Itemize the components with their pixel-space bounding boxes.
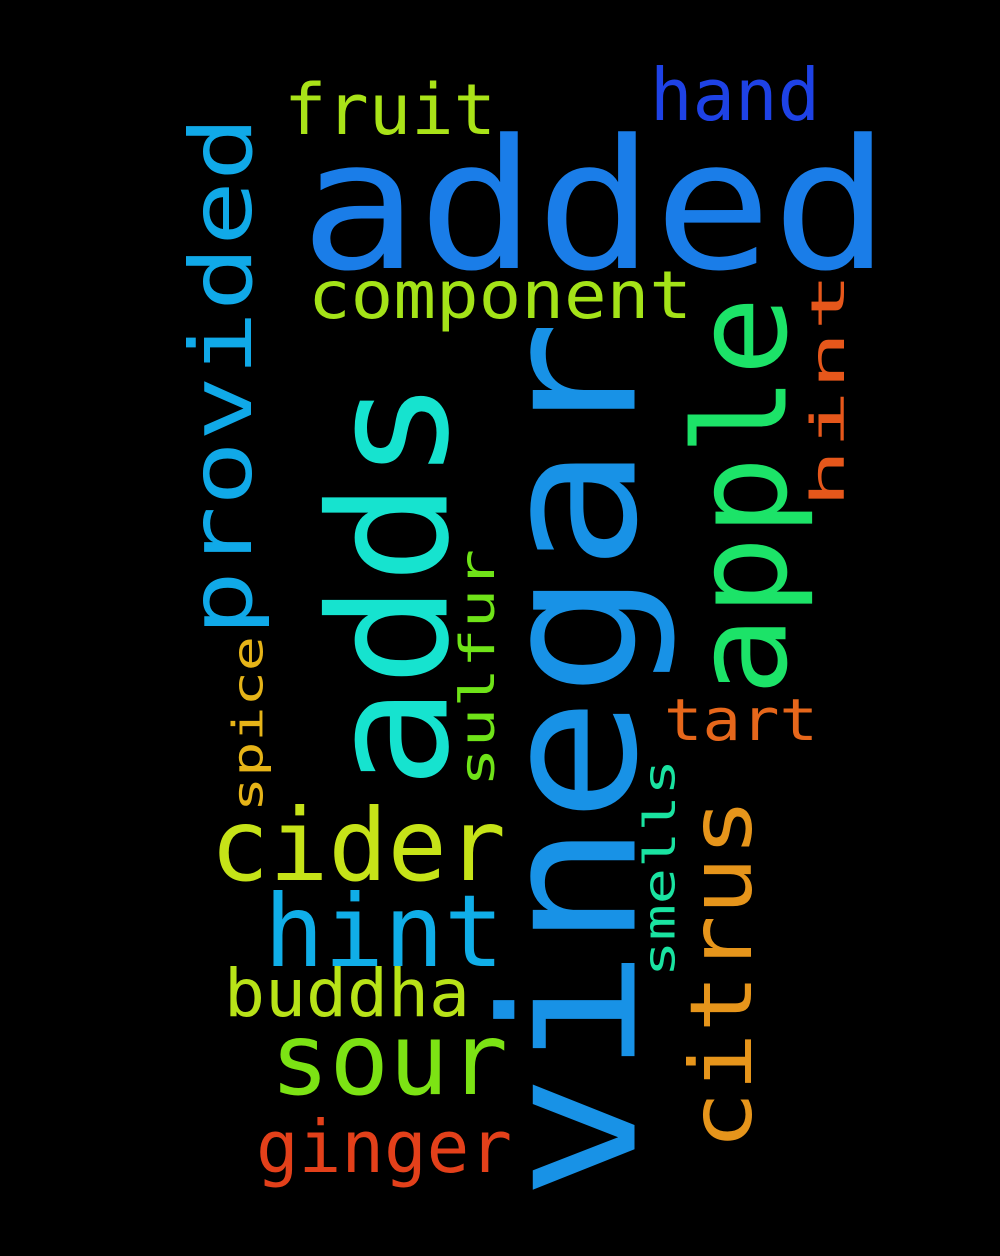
- word-spice: spice: [224, 636, 273, 812]
- word-provided: provided: [172, 116, 272, 636]
- word-tart: tart: [664, 686, 818, 754]
- word-smells: smells: [635, 759, 686, 977]
- word-added: added: [300, 102, 890, 311]
- word-sulfur: sulfur: [450, 549, 506, 787]
- word-hint: hint: [264, 873, 504, 990]
- word-subtle: hint: [801, 272, 855, 508]
- word-apple: apple: [668, 296, 817, 696]
- word-vinegar: vinegar: [462, 320, 679, 1200]
- word-ginger: ginger: [256, 1105, 512, 1189]
- word-hand: hand: [650, 53, 820, 137]
- word-cider: cider: [210, 787, 506, 904]
- word-adds: adds: [295, 379, 486, 789]
- word-buddha: buddha: [224, 955, 470, 1032]
- word-component: component: [308, 257, 692, 334]
- word-fruit: fruit: [284, 69, 496, 151]
- word-sour: sour: [270, 1001, 508, 1118]
- word-citrus: citrus: [672, 798, 772, 1150]
